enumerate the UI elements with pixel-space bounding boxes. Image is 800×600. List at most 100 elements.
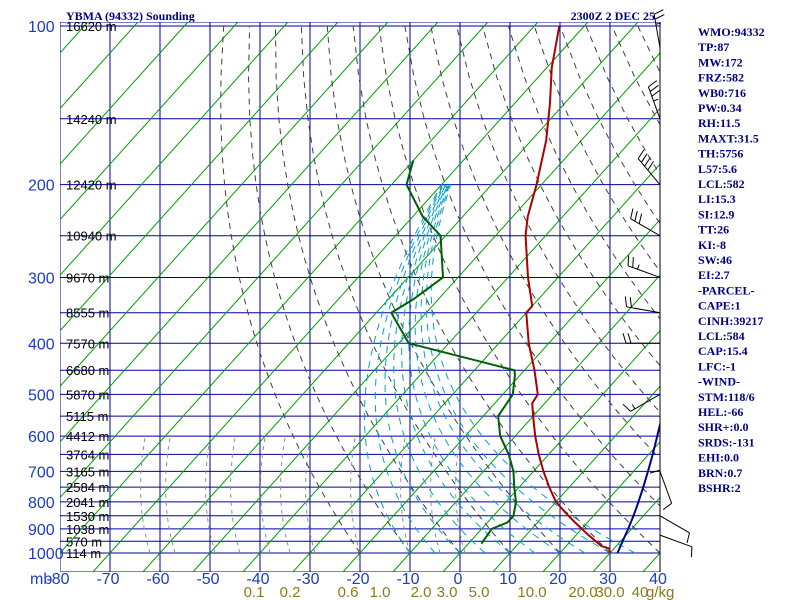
wind-barb-half-feather (631, 404, 636, 410)
sounding-index: -WIND- (698, 375, 740, 389)
isotherm-line (60, 22, 239, 221)
isotherm-line (60, 22, 289, 276)
dry-adiabat-line (352, 25, 611, 554)
height-label: 16620 m (66, 19, 117, 34)
dry-adiabat-line (326, 25, 561, 554)
mixing-ratio-label: 20.0 (568, 584, 597, 600)
sounding-index: CAPE:1 (698, 299, 741, 313)
sounding-index: TP:87 (698, 40, 729, 54)
chart-labels: 16620 m 14240 m 12420 m 10940 m 9670 m 8555 m… (28, 9, 765, 600)
sounding-index: CINH:39217 (698, 314, 763, 328)
height-label: 5115 m (66, 409, 108, 424)
wind-barbs (622, 9, 693, 572)
mixing-ratio-label: 0.6 (338, 584, 359, 600)
moist-adiabat-line (374, 184, 443, 554)
wind-barb-feather (624, 296, 628, 307)
wind-barb-feather (662, 502, 672, 510)
parcel-trace (616, 420, 660, 554)
sounding-index: SRDS:-131 (698, 435, 755, 449)
wind-barb (627, 255, 661, 278)
pressure-tick-label: 700 (28, 464, 55, 481)
pressure-tick-label: 600 (28, 429, 55, 446)
sounding-index: L57:5.6 (698, 162, 737, 176)
pressure-tick-label: 200 (28, 178, 55, 195)
temperature-tick-label: 0 (454, 571, 463, 588)
pressure-tick-label: 1000 (28, 546, 64, 563)
isotherm-line (142, 22, 639, 572)
height-label: 7570 m (66, 336, 109, 351)
sounding-index: LCL:584 (698, 329, 745, 343)
wind-barb (624, 296, 661, 314)
temperature-tick-label: 40 (649, 571, 667, 588)
dewpoint-trace (389, 160, 517, 545)
mixing-ratio-line (260, 436, 271, 554)
wind-barb (653, 9, 665, 48)
temperature-tick-label: -50 (196, 571, 219, 588)
isotherm-line (60, 22, 489, 499)
isotherm-line (392, 274, 660, 572)
wind-barb-feather (637, 149, 645, 159)
wind-barb (659, 534, 693, 558)
wind-barb (630, 208, 661, 237)
isotherm-line (542, 441, 660, 572)
height-label: 9670 m (66, 270, 109, 285)
mixing-ratio-label: 0.1 (244, 584, 265, 600)
moist-adiabat-line (414, 184, 561, 554)
wind-barb-feather (649, 469, 661, 474)
wind-barb-feather (690, 546, 693, 558)
sounding-index: SHR+:0.0 (698, 420, 749, 434)
wind-barb-feather (647, 161, 654, 171)
temperature-tick-label: -10 (396, 571, 419, 588)
moist-adiabat-line (393, 184, 486, 554)
dry-adiabat-line (456, 25, 660, 414)
wind-barb (659, 471, 673, 510)
dry-adiabat-line (274, 25, 461, 554)
mixing-ratio-label: 40 (632, 584, 649, 600)
isotherm-line (60, 22, 189, 165)
isotherm-line (592, 496, 660, 572)
height-label: 5870 m (66, 387, 109, 402)
dry-adiabat-line (404, 25, 660, 507)
wind-barb-feather (632, 257, 634, 268)
sounding-index: SI:12.9 (698, 207, 734, 221)
sounding-index: WMO:94332 (698, 25, 765, 39)
sounding-index: STM:118/6 (698, 390, 755, 404)
height-label: 3165 m (66, 464, 109, 479)
dry-adiabat-line (430, 25, 660, 460)
wind-barb (637, 149, 661, 185)
wind-barb-feather (653, 9, 664, 15)
pressure-tick-label: 500 (28, 387, 55, 404)
mixing-ratio-line (205, 436, 216, 554)
dry-adiabat-line (585, 25, 660, 176)
moist-adiabat-line (363, 184, 442, 554)
isotherm-line (242, 107, 660, 572)
mixing-ratio-line (455, 436, 466, 554)
isotherm-line (60, 22, 539, 554)
dry-adiabat-line (767, 26, 800, 553)
pressure-tick-label: 100 (28, 19, 55, 36)
temperature-tick-label: -60 (146, 571, 169, 588)
temperature-tick-label: -70 (96, 571, 119, 588)
mixing-ratio-line (140, 436, 151, 554)
height-label: 3764 m (66, 447, 109, 462)
sounding-index: SW:46 (698, 253, 732, 267)
wind-barb-feather (651, 89, 661, 97)
wind-barb-shaft (653, 14, 661, 48)
sounding-index: TT:26 (698, 223, 729, 237)
sounding-index: LFC:-1 (698, 359, 736, 373)
chart-title: YBMA (94332) Sounding (66, 9, 195, 23)
wind-barb-feather (686, 532, 690, 544)
moist-adiabat-line (430, 184, 636, 554)
wind-barb (647, 80, 661, 119)
wind-barb-feather (627, 255, 630, 266)
dry-adiabat-line (559, 25, 660, 225)
sounding-index: MAXT:31.5 (698, 131, 759, 145)
wind-barb-feather (640, 153, 648, 163)
mixing-ratio-line (280, 436, 291, 554)
dry-adiabat-line (220, 25, 361, 554)
wind-barb-shaft (630, 218, 661, 237)
isotherm-line (192, 52, 660, 572)
isotherm-line (60, 22, 439, 443)
pressure-tick-label: 900 (28, 522, 55, 539)
